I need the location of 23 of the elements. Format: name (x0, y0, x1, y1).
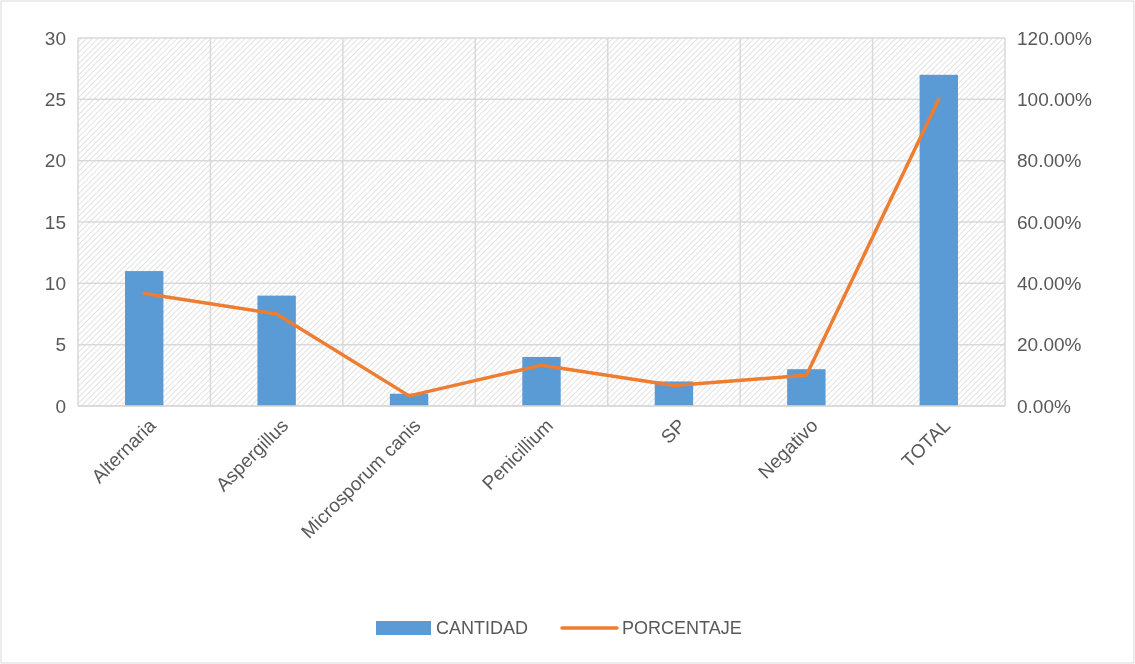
y-tick-label: 20 (44, 150, 66, 172)
y-tick-label: 10 (44, 272, 66, 294)
y2-tick-label: 100.00% (1017, 88, 1093, 110)
y2-tick-label: 20.00% (1017, 334, 1082, 356)
y-tick-label: 25 (44, 88, 66, 110)
bar (919, 74, 958, 406)
y2-tick-label: 80.00% (1017, 150, 1082, 172)
y-tick-label: 15 (44, 211, 66, 233)
bar (125, 271, 164, 406)
legend-label: CANTIDAD (436, 618, 529, 639)
y-tick-label: 30 (44, 27, 66, 49)
bar (522, 356, 561, 406)
line-series (142, 97, 941, 398)
legend-label: PORCENTAJE (622, 618, 742, 639)
x-tick-label: SP (656, 414, 690, 448)
y2-tick-label: 120.00% (1017, 27, 1093, 49)
y-tick-label: 5 (55, 334, 66, 356)
y2-tick-label: 60.00% (1017, 211, 1082, 233)
y2-tick-label: 40.00% (1017, 272, 1082, 294)
bar (787, 369, 826, 406)
bar (257, 295, 296, 406)
y-tick-label: 0 (55, 395, 66, 417)
y2-tick-label: 0.00% (1017, 395, 1071, 417)
